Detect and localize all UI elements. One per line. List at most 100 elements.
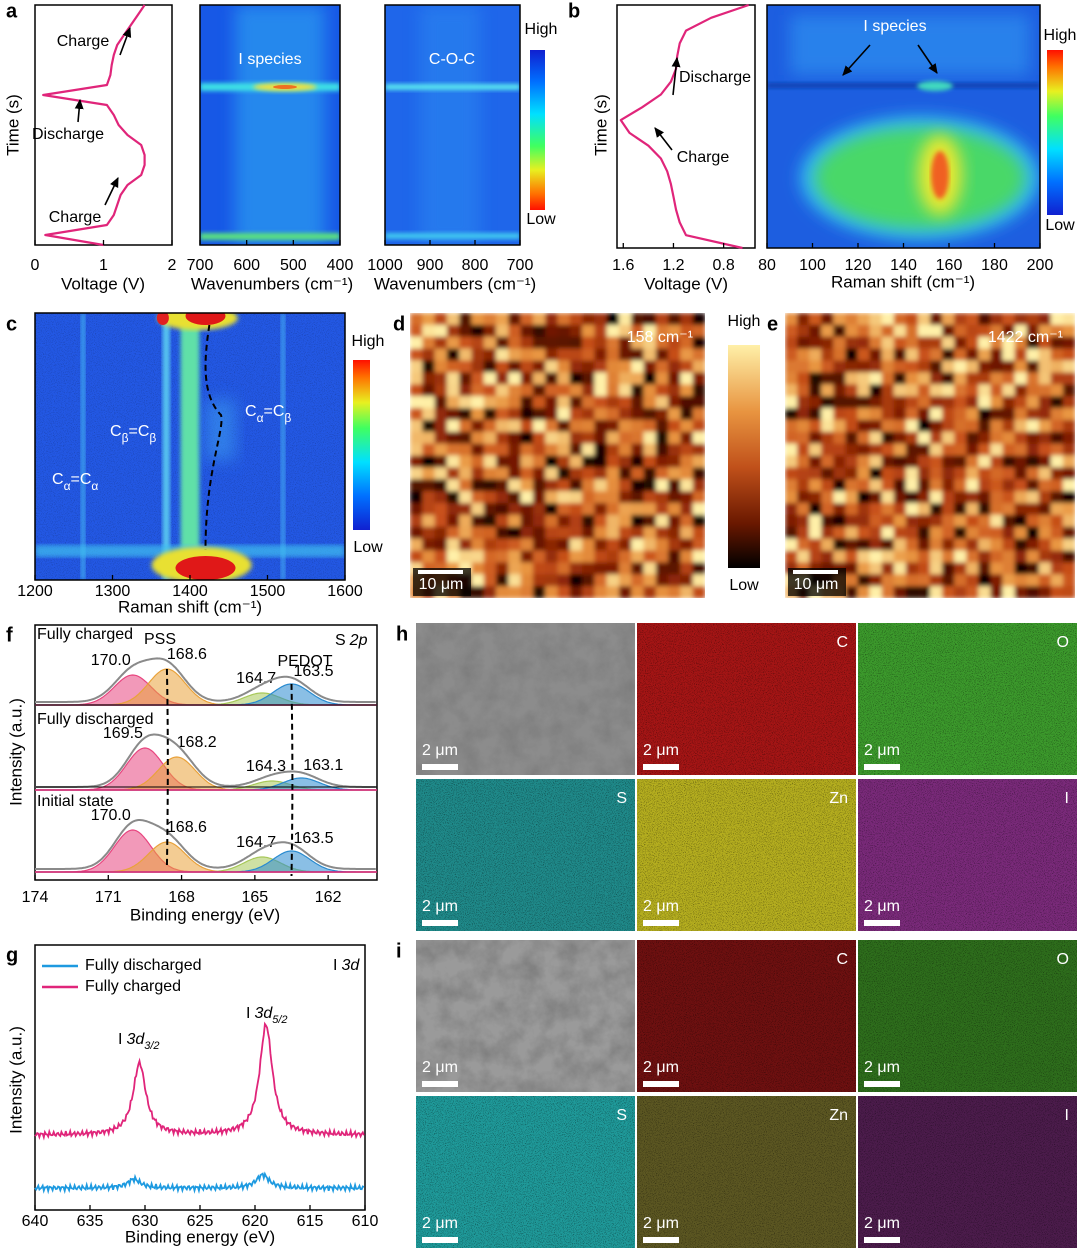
- x-tick-label: 635: [77, 1213, 104, 1230]
- map-pixel: [881, 372, 895, 385]
- peak-label: 170.0: [91, 652, 131, 669]
- map-pixel: [845, 491, 858, 504]
- map-pixel: [978, 586, 991, 598]
- map-pixel: [631, 491, 645, 504]
- map-pixel: [422, 396, 436, 409]
- map-pixel: [833, 538, 846, 551]
- map-pixel: [821, 455, 834, 468]
- map-pixel: [1050, 455, 1064, 468]
- map-pixel: [785, 336, 798, 350]
- map-pixel: [905, 479, 919, 492]
- map-pixel: [545, 538, 558, 551]
- map-pixel: [631, 372, 645, 385]
- panel-label: c: [6, 313, 17, 335]
- map-pixel: [917, 586, 931, 598]
- map-pixel: [785, 313, 798, 326]
- map-pixel: [618, 479, 632, 492]
- map-pixel: [680, 348, 694, 361]
- map-pixel: [893, 313, 907, 326]
- map-pixel: [631, 313, 645, 326]
- map-pixel: [594, 574, 608, 587]
- map-pixel: [930, 467, 943, 480]
- annotation: Charge: [677, 149, 730, 166]
- map-pixel: [483, 419, 497, 433]
- map-pixel: [680, 372, 694, 385]
- map-feature: [917, 81, 953, 91]
- map-pixel: [532, 503, 546, 516]
- map-pixel: [446, 443, 460, 456]
- map-pixel: [905, 455, 919, 468]
- map-feature: [205, 400, 236, 460]
- map-pixel: [631, 503, 645, 516]
- map-pixel: [785, 408, 798, 421]
- scale-bar-label: 10 μm: [794, 576, 839, 593]
- map-pixel: [1062, 514, 1075, 528]
- map-pixel: [655, 455, 669, 468]
- x-tick-label: 400: [327, 257, 354, 274]
- map-pixel: [520, 384, 534, 397]
- peak-label-part: 3d: [254, 1005, 273, 1022]
- map-pixel: [1038, 550, 1052, 563]
- x-axis-label: Voltage (V): [644, 274, 728, 293]
- map-pixel: [893, 562, 907, 575]
- map-pixel: [954, 443, 967, 456]
- map-pixel: [520, 324, 534, 338]
- map-pixel: [569, 324, 583, 338]
- map-pixel: [557, 324, 571, 338]
- map-pixel: [680, 336, 694, 350]
- map-pixel: [1002, 586, 1016, 598]
- map-pixel: [520, 503, 534, 516]
- map-pixel: [631, 419, 645, 433]
- map-pixel: [582, 348, 595, 361]
- x-tick-label: 120: [845, 257, 872, 274]
- map-pixel: [930, 503, 943, 516]
- map-pixel: [655, 526, 669, 540]
- map-pixel: [833, 408, 846, 421]
- bond-label-part: β: [122, 431, 129, 445]
- map-pixel: [845, 348, 858, 361]
- x-tick-label: 615: [297, 1213, 324, 1230]
- map-pixel: [496, 467, 509, 480]
- map-pixel: [680, 503, 694, 516]
- map-pixel: [785, 514, 798, 528]
- colorbar-low: Low: [729, 577, 759, 594]
- map-pixel: [545, 396, 558, 409]
- map-pixel: [966, 419, 979, 433]
- arrow: [654, 127, 673, 151]
- map-pixel: [857, 526, 871, 540]
- map-pixel: [1026, 514, 1040, 528]
- map-pixel: [1002, 384, 1016, 397]
- map-pixel: [496, 503, 509, 516]
- map-pixel: [434, 324, 448, 338]
- map-pixel: [1014, 455, 1028, 468]
- map-pixel: [966, 562, 979, 575]
- map-pixel: [1026, 431, 1040, 445]
- map-pixel: [1050, 431, 1064, 445]
- map-pixel: [905, 443, 919, 456]
- x-tick-label: 1.6: [612, 257, 634, 274]
- map-pixel: [1002, 408, 1016, 421]
- map-pixel: [459, 348, 472, 361]
- map-pixel: [1038, 455, 1052, 468]
- map-pixel: [508, 360, 522, 373]
- map-pixel: [446, 431, 460, 445]
- map-pixel: [471, 348, 485, 361]
- map-pixel: [809, 384, 822, 397]
- map-pixel: [508, 586, 522, 598]
- map-pixel: [857, 538, 871, 551]
- map-pixel: [434, 396, 448, 409]
- map-pixel: [582, 336, 595, 350]
- map-pixel: [869, 562, 883, 575]
- map-pixel: [1002, 360, 1016, 373]
- map-pixel: [1014, 384, 1028, 397]
- map-pixel: [905, 396, 919, 409]
- map-pixel: [422, 336, 436, 350]
- map-pixel: [797, 336, 810, 350]
- map-pixel: [785, 384, 798, 397]
- map-pixel: [809, 348, 822, 361]
- map-pixel: [1038, 336, 1052, 350]
- map-pixel: [410, 455, 423, 468]
- scale-bar: [422, 920, 458, 926]
- map-pixel: [881, 419, 895, 433]
- x-tick-label: 1400: [172, 583, 208, 600]
